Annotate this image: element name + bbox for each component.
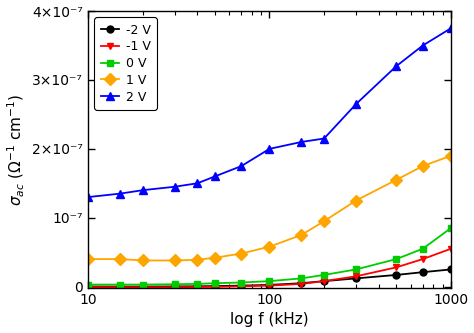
2 V	[420, 44, 426, 48]
-1 V	[448, 247, 454, 251]
-2 V	[420, 270, 426, 274]
-2 V	[353, 276, 359, 280]
-2 V	[448, 267, 454, 271]
0 V	[212, 281, 218, 285]
-2 V	[393, 273, 399, 277]
1 V	[140, 258, 146, 262]
-1 V	[393, 265, 399, 269]
0 V	[194, 282, 200, 286]
1 V	[117, 257, 123, 261]
-1 V	[172, 285, 177, 289]
Line: 0 V: 0 V	[84, 225, 455, 288]
-1 V	[267, 284, 273, 288]
0 V	[321, 273, 327, 277]
-2 V	[85, 284, 91, 288]
-2 V	[140, 285, 146, 289]
-1 V	[212, 285, 218, 289]
Line: 1 V: 1 V	[84, 152, 455, 265]
2 V	[140, 188, 146, 192]
-2 V	[321, 279, 327, 283]
-1 V	[299, 282, 304, 286]
2 V	[299, 140, 304, 144]
0 V	[85, 283, 91, 287]
1 V	[353, 198, 359, 202]
-2 V	[194, 284, 200, 288]
1 V	[299, 233, 304, 237]
2 V	[321, 137, 327, 141]
X-axis label: log f (kHz): log f (kHz)	[230, 312, 309, 327]
1 V	[85, 257, 91, 261]
2 V	[238, 164, 244, 168]
1 V	[393, 178, 399, 182]
0 V	[393, 257, 399, 261]
-1 V	[238, 284, 244, 288]
-2 V	[299, 281, 304, 285]
2 V	[267, 147, 273, 151]
0 V	[172, 282, 177, 286]
Legend: -2 V, -1 V, 0 V, 1 V, 2 V: -2 V, -1 V, 0 V, 1 V, 2 V	[94, 17, 157, 110]
0 V	[267, 279, 273, 283]
-1 V	[353, 274, 359, 278]
-1 V	[117, 285, 123, 289]
0 V	[140, 283, 146, 287]
-1 V	[321, 279, 327, 283]
0 V	[353, 267, 359, 271]
0 V	[238, 280, 244, 284]
1 V	[238, 251, 244, 255]
0 V	[448, 226, 454, 230]
1 V	[194, 258, 200, 262]
Line: -1 V: -1 V	[84, 245, 455, 291]
Line: 2 V: 2 V	[84, 24, 455, 201]
2 V	[194, 181, 200, 185]
2 V	[448, 26, 454, 30]
2 V	[212, 174, 218, 178]
1 V	[321, 219, 327, 223]
2 V	[172, 185, 177, 189]
-2 V	[238, 284, 244, 288]
2 V	[85, 195, 91, 199]
0 V	[420, 247, 426, 251]
2 V	[353, 102, 359, 106]
2 V	[393, 64, 399, 68]
2 V	[117, 191, 123, 195]
-2 V	[117, 285, 123, 289]
Y-axis label: $\sigma_{ac}$ ($\Omega^{-1}$ cm$^{-1}$): $\sigma_{ac}$ ($\Omega^{-1}$ cm$^{-1}$)	[6, 93, 27, 206]
-1 V	[140, 285, 146, 289]
Line: -2 V: -2 V	[84, 266, 455, 290]
0 V	[299, 276, 304, 280]
1 V	[420, 164, 426, 168]
-1 V	[420, 257, 426, 261]
-1 V	[194, 285, 200, 289]
1 V	[448, 154, 454, 158]
0 V	[117, 283, 123, 287]
-2 V	[212, 284, 218, 288]
-1 V	[85, 285, 91, 289]
1 V	[172, 258, 177, 262]
1 V	[267, 245, 273, 249]
-2 V	[267, 283, 273, 287]
-2 V	[172, 284, 177, 288]
1 V	[212, 256, 218, 260]
